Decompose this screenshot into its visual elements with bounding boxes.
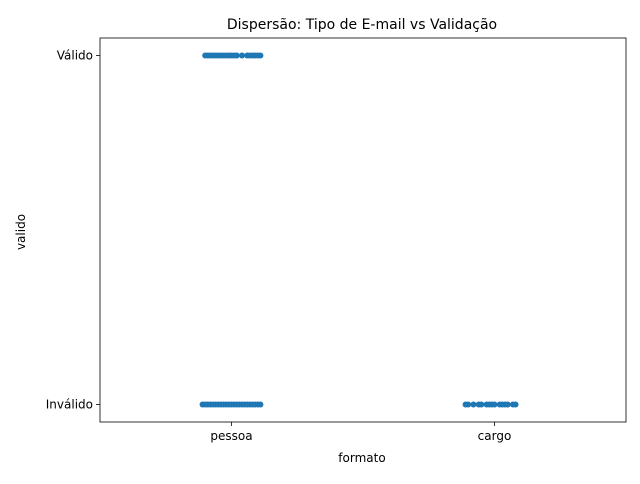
data-point — [512, 401, 519, 408]
plot-frame — [99, 37, 627, 423]
plot-area: pessoa cargo Inválido Válido — [46, 37, 627, 443]
y-axis-label: valido — [14, 214, 28, 250]
data-point — [478, 401, 485, 408]
x-axis-label: formato — [338, 451, 385, 465]
data-point — [233, 52, 240, 59]
data-point — [257, 401, 264, 408]
y-tick-label: Válido — [57, 48, 93, 62]
data-point — [491, 401, 498, 408]
x-tick-label: cargo — [478, 429, 512, 443]
data-point — [470, 401, 477, 408]
x-tick-label: pessoa — [210, 429, 252, 443]
data-point — [257, 52, 264, 59]
data-point — [465, 401, 472, 408]
data-point — [239, 52, 246, 59]
data-point — [504, 401, 511, 408]
chart-title: Dispersão: Tipo de E-mail vs Validação — [227, 17, 497, 33]
y-tick-label: Inválido — [46, 398, 93, 412]
